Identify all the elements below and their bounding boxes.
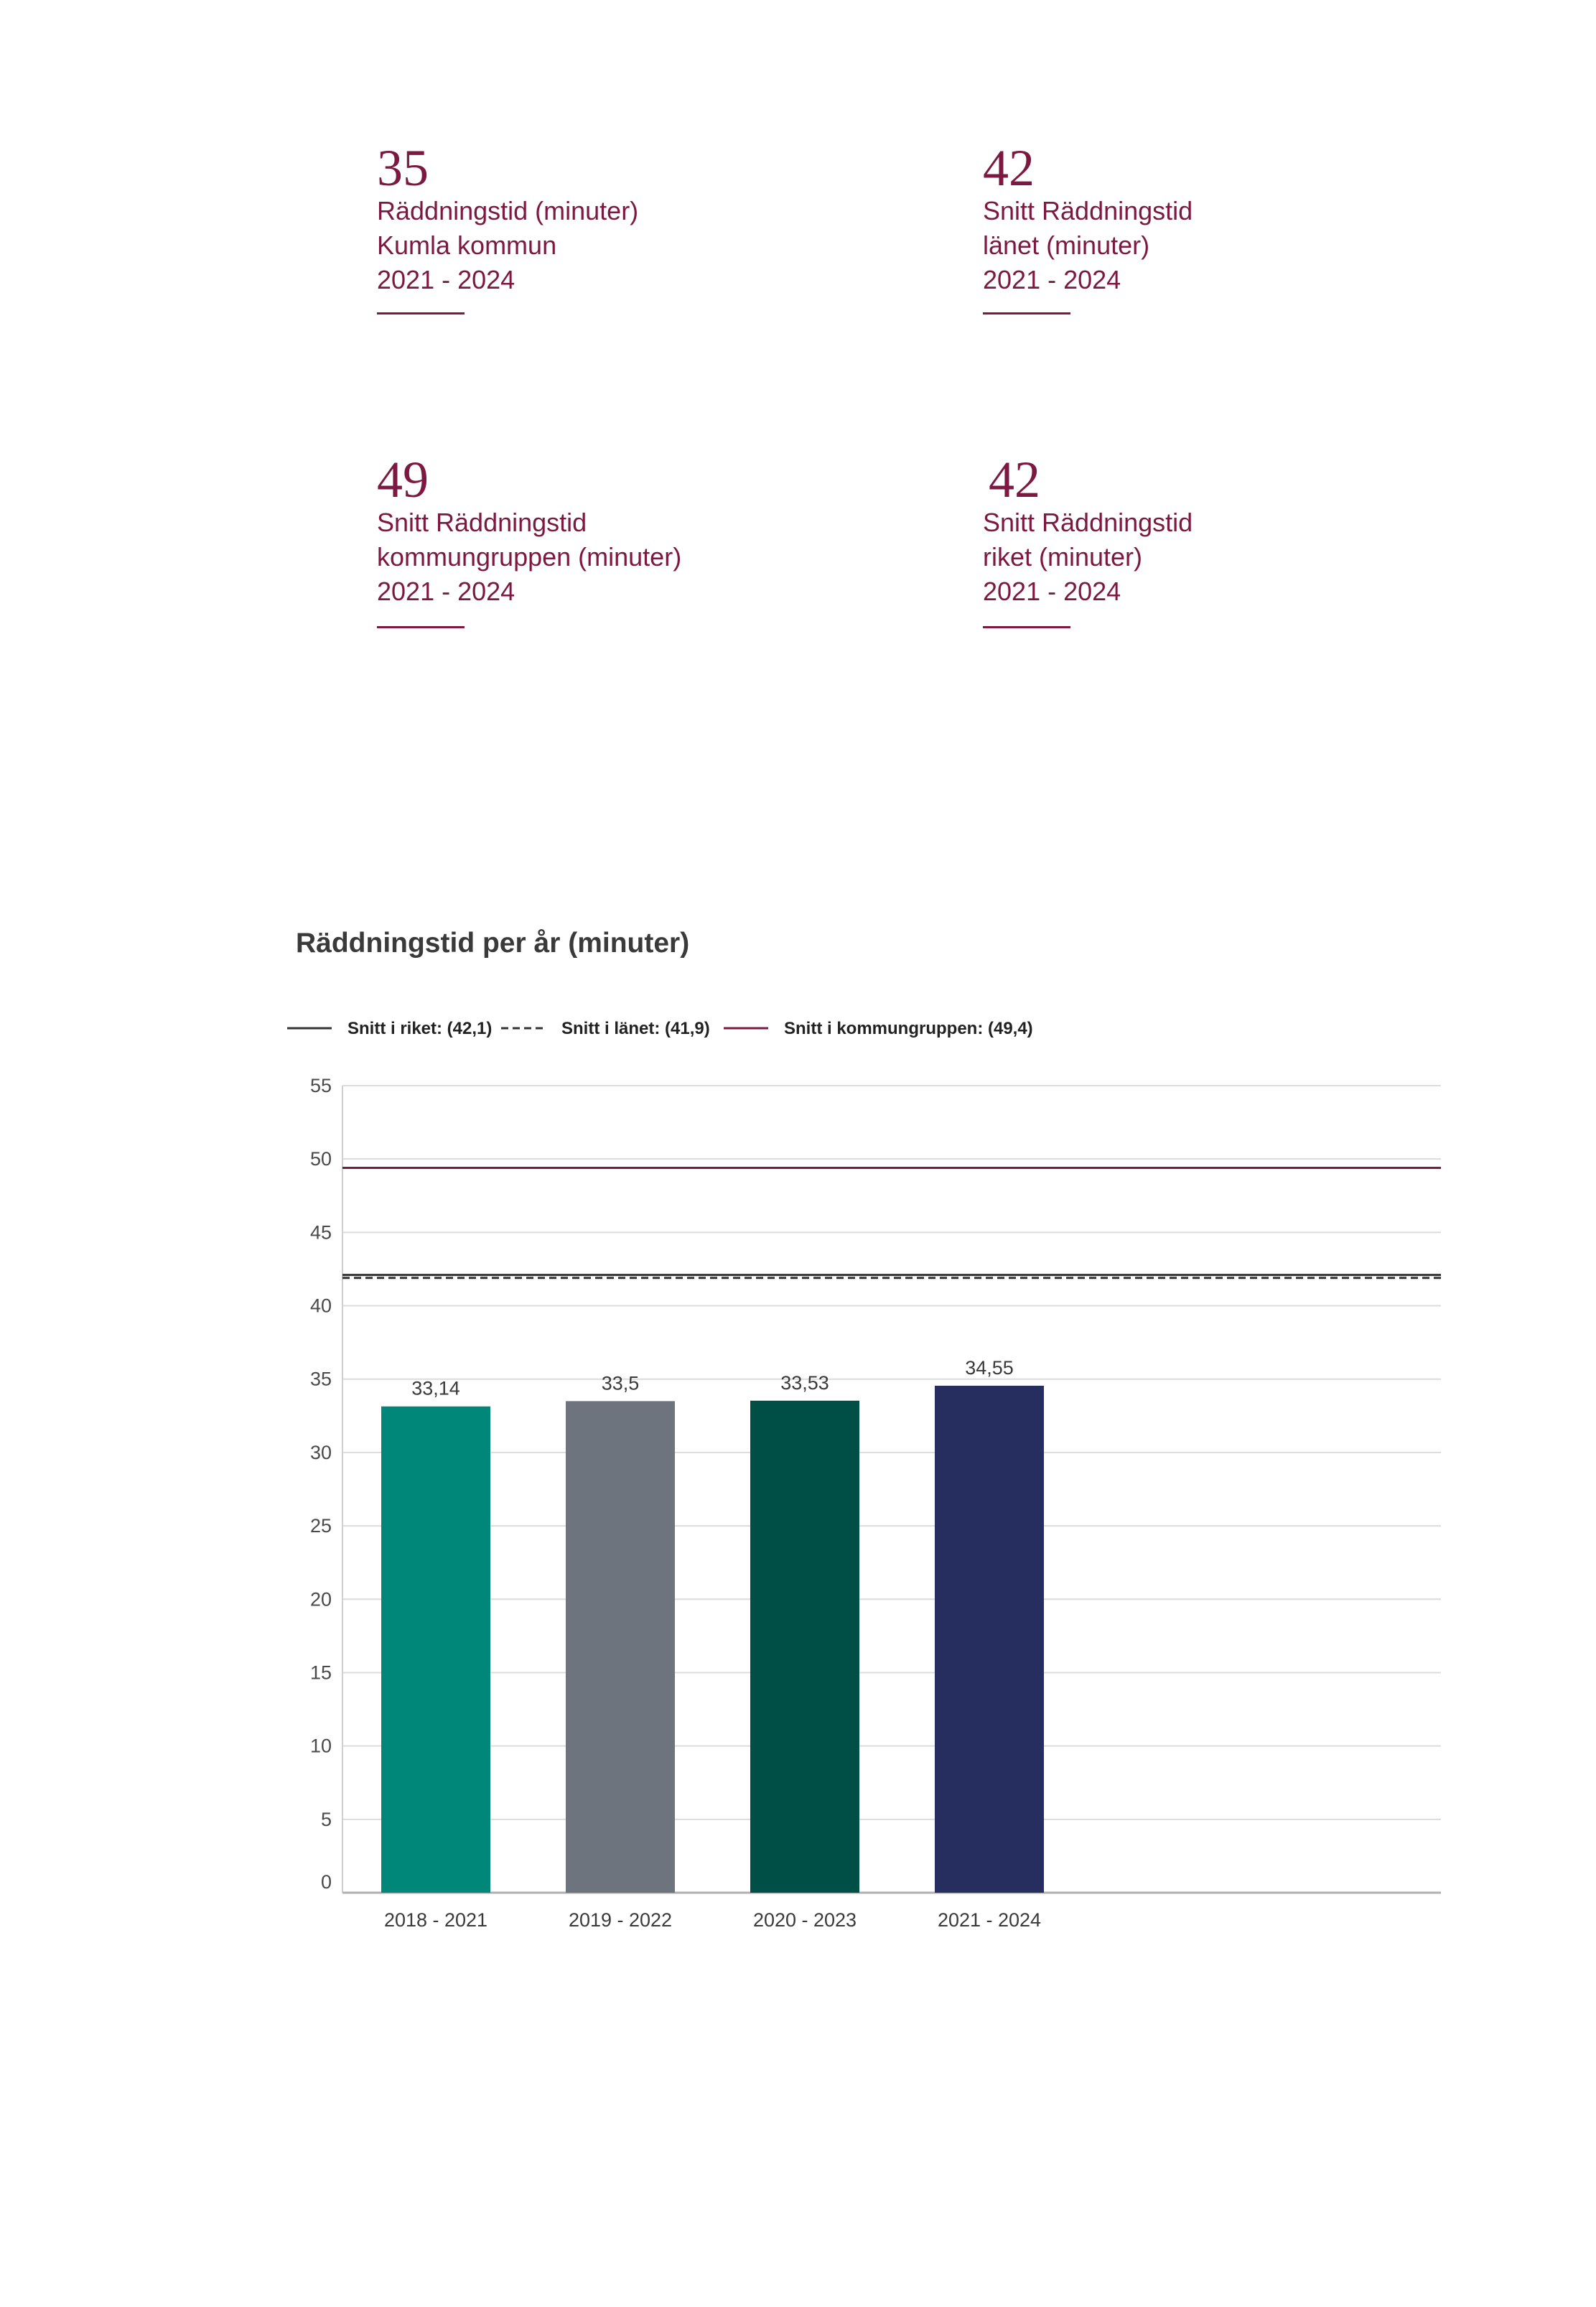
stat-block-kommungruppen: 49 Snitt Räddningstid kommungruppen (min…	[377, 451, 682, 628]
y-tick-label: 35	[310, 1369, 332, 1390]
stat-label-line: länet (minuter)	[983, 230, 1150, 260]
stat-label-line: 2021 - 2024	[983, 265, 1121, 294]
stat-underline	[983, 312, 1070, 314]
bar-value-label: 33,53	[780, 1372, 829, 1394]
stat-underline	[377, 312, 465, 314]
stat-label-line: kommungruppen (minuter)	[377, 542, 682, 572]
y-tick-label: 45	[310, 1221, 332, 1243]
bar-value-label: 33,14	[411, 1378, 460, 1399]
stat-block-lanet: 42 Snitt Räddningstid länet (minuter) 20…	[983, 139, 1193, 314]
stat-underline	[377, 626, 465, 628]
y-tick-label: 0	[321, 1871, 332, 1893]
y-tick-label: 30	[310, 1442, 332, 1463]
stat-label-line: 2021 - 2024	[377, 265, 515, 294]
bar	[750, 1400, 859, 1893]
chart-grid	[342, 1085, 1441, 1820]
y-tick-label: 20	[310, 1588, 332, 1610]
bar-series	[381, 1385, 1044, 1893]
y-tick-label: 55	[310, 1075, 332, 1096]
stat-label-line: 2021 - 2024	[983, 577, 1121, 606]
data-labels: 33,14 33,5 33,53 34,55	[411, 1357, 1014, 1399]
x-category-label: 2019 - 2022	[569, 1909, 672, 1931]
stat-label-line: Snitt Räddningstid	[983, 508, 1193, 537]
stat-label-line: 2021 - 2024	[377, 577, 515, 606]
legend-label: Snitt i länet: (41,9)	[561, 1019, 710, 1038]
stat-value: 42	[983, 139, 1035, 197]
x-axis: 2018 - 2021 2019 - 2022 2020 - 2023 2021 - …	[384, 1909, 1041, 1931]
chart-legend: Snitt i riket: (42,1) Snitt i länet: (41,…	[287, 1019, 1033, 1038]
x-category-label: 2018 - 2021	[384, 1909, 487, 1931]
stat-underline	[983, 626, 1070, 628]
y-tick-label: 25	[310, 1515, 332, 1537]
y-tick-label: 10	[310, 1735, 332, 1757]
stat-label-line: riket (minuter)	[983, 542, 1143, 572]
y-axis: 0 5 10 15 20 25 30 35 40 45 50 55	[310, 1075, 1441, 1894]
stat-label-line: Snitt Räddningstid	[377, 508, 587, 537]
stat-block-riket: 42 Snitt Räddningstid riket (minuter) 20…	[983, 451, 1193, 628]
legend-label: Snitt i riket: (42,1)	[347, 1019, 492, 1038]
bar	[381, 1406, 490, 1893]
stat-label-line: Snitt Räddningstid	[983, 196, 1193, 225]
stat-block-kumla: 35 Räddningstid (minuter) Kumla kommun 2…	[377, 139, 639, 314]
stat-value: 49	[377, 451, 429, 508]
y-tick-label: 5	[321, 1809, 332, 1830]
bar-value-label: 33,5	[602, 1372, 640, 1394]
chart-title: Räddningstid per år (minuter)	[296, 928, 690, 959]
legend-label: Snitt i kommungruppen: (49,4)	[784, 1019, 1033, 1038]
reference-lines	[342, 1166, 1441, 1280]
stat-value: 42	[989, 451, 1040, 508]
bar	[566, 1401, 675, 1893]
bar	[935, 1385, 1044, 1893]
x-category-label: 2021 - 2024	[938, 1909, 1041, 1931]
stat-value: 35	[377, 139, 429, 197]
y-tick-label: 50	[310, 1148, 332, 1170]
stat-label-line: Räddningstid (minuter)	[377, 196, 639, 225]
y-tick-label: 15	[310, 1661, 332, 1683]
y-tick-label: 40	[310, 1295, 332, 1317]
bar-value-label: 34,55	[965, 1357, 1014, 1379]
x-category-label: 2020 - 2023	[753, 1909, 857, 1931]
stat-label-line: Kumla kommun	[377, 230, 557, 260]
